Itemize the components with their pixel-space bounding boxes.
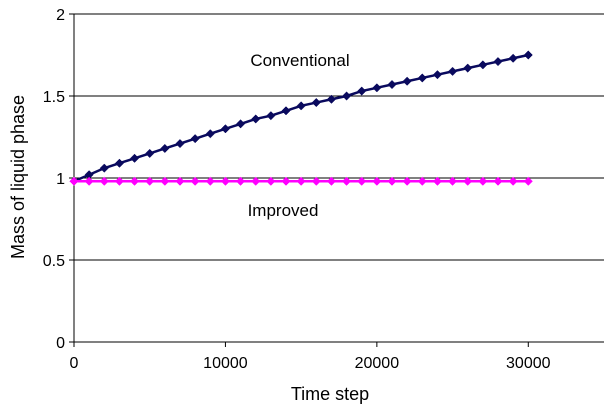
- data-point-improved: [114, 176, 124, 186]
- data-point-conventional: [478, 60, 488, 70]
- data-point-conventional: [220, 124, 230, 134]
- data-point-improved: [220, 176, 230, 186]
- data-point-improved: [251, 176, 261, 186]
- x-tick-label: 0: [70, 355, 79, 372]
- data-point-improved: [326, 176, 336, 186]
- series-line-conventional: [73, 53, 529, 183]
- data-point-improved: [236, 176, 246, 186]
- data-point-conventional: [463, 63, 473, 73]
- data-point-improved: [84, 176, 94, 186]
- series-conventional: [69, 50, 533, 186]
- y-tick-label: 1.5: [43, 89, 65, 106]
- data-point-improved: [387, 176, 397, 186]
- x-tick-label: 10000: [203, 355, 248, 372]
- data-point-conventional: [190, 134, 200, 144]
- data-point-conventional: [387, 79, 397, 90]
- data-point-conventional: [357, 86, 367, 96]
- data-point-conventional: [311, 98, 321, 108]
- x-axis-label: Time step: [291, 384, 369, 404]
- data-point-conventional: [205, 129, 215, 139]
- data-point-improved: [402, 176, 412, 186]
- data-point-conventional: [266, 111, 276, 121]
- gridlines: [74, 13, 604, 261]
- y-axis-label: Mass of liquid phase: [8, 95, 28, 259]
- data-point-improved: [160, 176, 170, 186]
- data-point-conventional: [281, 106, 291, 116]
- series-layer: [69, 50, 533, 186]
- x-tick-label: 30000: [506, 355, 551, 372]
- data-point-improved: [99, 176, 109, 186]
- annotation-improved: Improved: [248, 201, 319, 220]
- data-point-conventional: [130, 153, 140, 163]
- data-point-conventional: [99, 163, 109, 173]
- data-point-conventional: [175, 139, 185, 149]
- data-point-improved: [523, 176, 533, 186]
- data-point-improved: [357, 176, 367, 186]
- data-point-improved: [463, 176, 473, 186]
- x-tick-label: 20000: [355, 355, 400, 372]
- data-point-improved: [342, 176, 352, 186]
- data-point-improved: [145, 176, 155, 186]
- data-point-improved: [311, 176, 321, 186]
- data-point-conventional: [432, 70, 442, 80]
- annotation-conventional: Conventional: [250, 51, 349, 70]
- data-point-conventional: [160, 143, 170, 154]
- y-tick-label: 0.5: [43, 253, 65, 270]
- data-point-improved: [266, 176, 276, 186]
- data-point-conventional: [296, 101, 306, 111]
- data-point-improved: [478, 176, 488, 186]
- y-tick-label: 0: [56, 335, 65, 352]
- data-point-improved: [508, 176, 518, 186]
- data-point-conventional: [372, 83, 382, 93]
- data-point-improved: [175, 176, 185, 186]
- y-tick-label: 1: [56, 171, 65, 188]
- data-point-improved: [417, 176, 427, 186]
- data-point-conventional: [508, 53, 518, 63]
- series-improved: [69, 176, 533, 186]
- data-point-conventional: [417, 73, 427, 83]
- y-tick-label: 2: [56, 7, 65, 24]
- data-point-improved: [493, 176, 503, 186]
- data-point-conventional: [493, 57, 503, 67]
- data-point-conventional: [342, 91, 352, 101]
- data-point-improved: [448, 176, 458, 186]
- data-point-conventional: [236, 119, 246, 129]
- data-point-improved: [69, 176, 79, 186]
- tick-labels: 0 0.5 1 1.5 2 0 10000 20000 30000: [43, 7, 551, 372]
- data-point-conventional: [114, 158, 124, 168]
- data-point-conventional: [251, 114, 261, 124]
- data-point-improved: [130, 176, 140, 186]
- data-point-conventional: [448, 66, 458, 76]
- data-point-conventional: [326, 94, 336, 104]
- data-point-improved: [205, 176, 215, 186]
- data-point-conventional: [402, 76, 412, 86]
- data-point-conventional: [523, 50, 533, 60]
- data-point-improved: [296, 176, 306, 186]
- data-point-improved: [432, 176, 442, 186]
- data-point-conventional: [145, 148, 155, 158]
- data-point-improved: [372, 176, 382, 186]
- data-point-improved: [190, 176, 200, 186]
- data-point-improved: [281, 176, 291, 186]
